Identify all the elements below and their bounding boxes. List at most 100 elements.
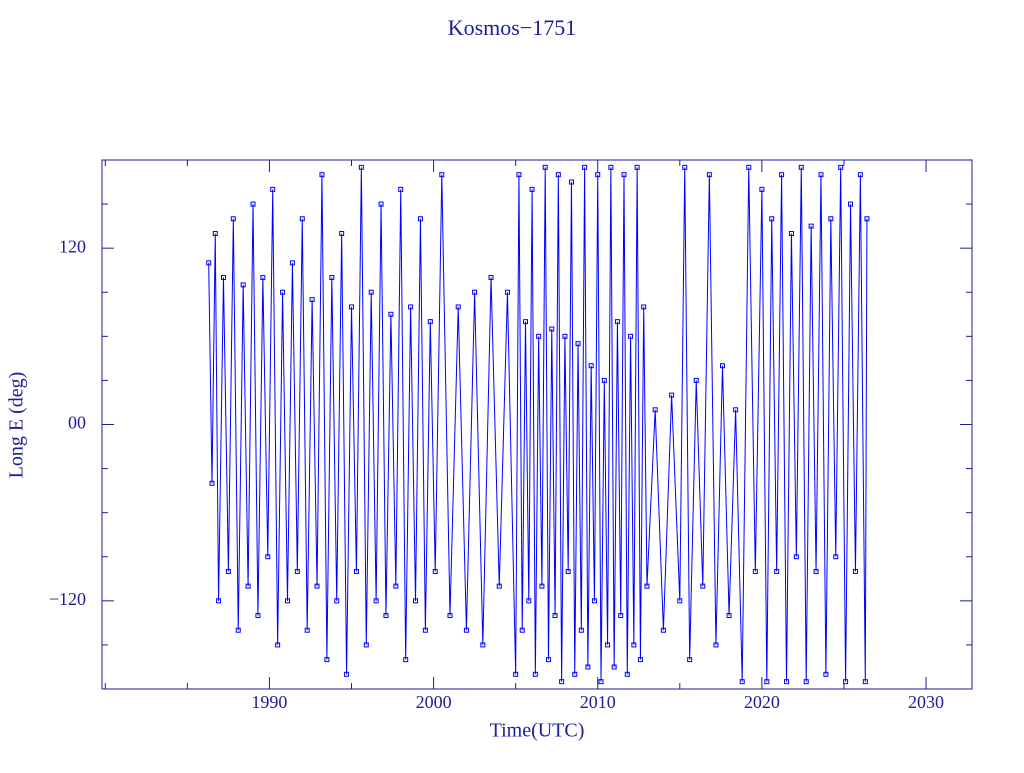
data-point [299, 216, 305, 222]
data-point [294, 568, 300, 574]
data-point [652, 407, 658, 413]
x-tick-label: 2000 [416, 692, 452, 712]
data-point [549, 326, 555, 332]
data-point [793, 554, 799, 560]
data-point [552, 613, 558, 619]
data-point [212, 230, 218, 236]
data-point [618, 613, 624, 619]
data-point [555, 172, 561, 178]
data-point [562, 333, 568, 339]
data-point [746, 164, 752, 170]
data-point [542, 164, 548, 170]
data-point [536, 333, 542, 339]
data-point [519, 627, 525, 633]
data-point [733, 407, 739, 413]
data-point [823, 671, 829, 677]
data-point [532, 671, 538, 677]
data-point [598, 679, 604, 685]
data-point [373, 598, 379, 604]
data-point [447, 613, 453, 619]
data-point [759, 186, 765, 192]
data-point [644, 583, 650, 589]
data-point [588, 363, 594, 369]
data-point [344, 671, 350, 677]
data-point [230, 216, 236, 222]
data-point [329, 275, 335, 281]
data-point [608, 164, 614, 170]
data-point [677, 598, 683, 604]
data-point [526, 598, 532, 604]
data-point [523, 319, 529, 325]
data-point [255, 613, 261, 619]
data-point [864, 216, 870, 222]
data-point [432, 568, 438, 574]
data-point [833, 554, 839, 560]
y-tick-label: 00 [68, 413, 86, 433]
data-point [784, 679, 790, 685]
data-point [309, 297, 315, 303]
data-point [578, 627, 584, 633]
data-point [513, 671, 519, 677]
data-point [769, 216, 775, 222]
data-point [713, 642, 719, 648]
data-line [208, 167, 868, 682]
data-point [752, 568, 758, 574]
data-point [480, 642, 486, 648]
data-point [353, 568, 359, 574]
data-point [818, 172, 824, 178]
data-point [245, 583, 251, 589]
data-point [706, 172, 712, 178]
data-point [334, 598, 340, 604]
data-point [582, 164, 588, 170]
data-point [363, 642, 369, 648]
data-point [378, 201, 384, 207]
data-point [216, 598, 222, 604]
data-point [719, 363, 725, 369]
data-point [803, 679, 809, 685]
data-point [417, 216, 423, 222]
data-point [631, 642, 637, 648]
data-point [496, 583, 502, 589]
data-point [289, 260, 295, 266]
data-point [529, 186, 535, 192]
data-point [628, 333, 634, 339]
data-point [595, 172, 601, 178]
data-point [220, 275, 226, 281]
y-axis-label: Long E (deg) [6, 372, 28, 479]
data-point [601, 377, 607, 383]
data-point [324, 657, 330, 663]
x-tick-label: 2030 [908, 692, 944, 712]
data-point [413, 598, 419, 604]
data-point [660, 627, 666, 633]
data-point [284, 598, 290, 604]
data-point [669, 392, 675, 398]
chart-title: Kosmos−1751 [448, 15, 577, 40]
data-point [585, 664, 591, 670]
data-point [383, 613, 389, 619]
data-point [358, 164, 364, 170]
data-point [575, 341, 581, 347]
data-point [427, 319, 433, 325]
data-point [516, 172, 522, 178]
x-axis-label: Time(UTC) [490, 720, 585, 742]
data-point [439, 172, 445, 178]
x-tick-label: 2010 [580, 692, 616, 712]
data-point [852, 568, 858, 574]
data-point [798, 164, 804, 170]
data-point [270, 186, 276, 192]
data-point [641, 304, 647, 310]
x-tick-label: 2020 [744, 692, 780, 712]
data-point [828, 216, 834, 222]
data-point [349, 304, 355, 310]
data-point [209, 480, 215, 486]
data-point [265, 554, 271, 560]
data-point [488, 275, 494, 281]
data-point [240, 282, 246, 288]
data-point [634, 164, 640, 170]
data-point [206, 260, 212, 266]
data-point [621, 172, 627, 178]
data-point [611, 664, 617, 670]
data-point [403, 657, 409, 663]
data-point [250, 201, 256, 207]
data-point [463, 627, 469, 633]
